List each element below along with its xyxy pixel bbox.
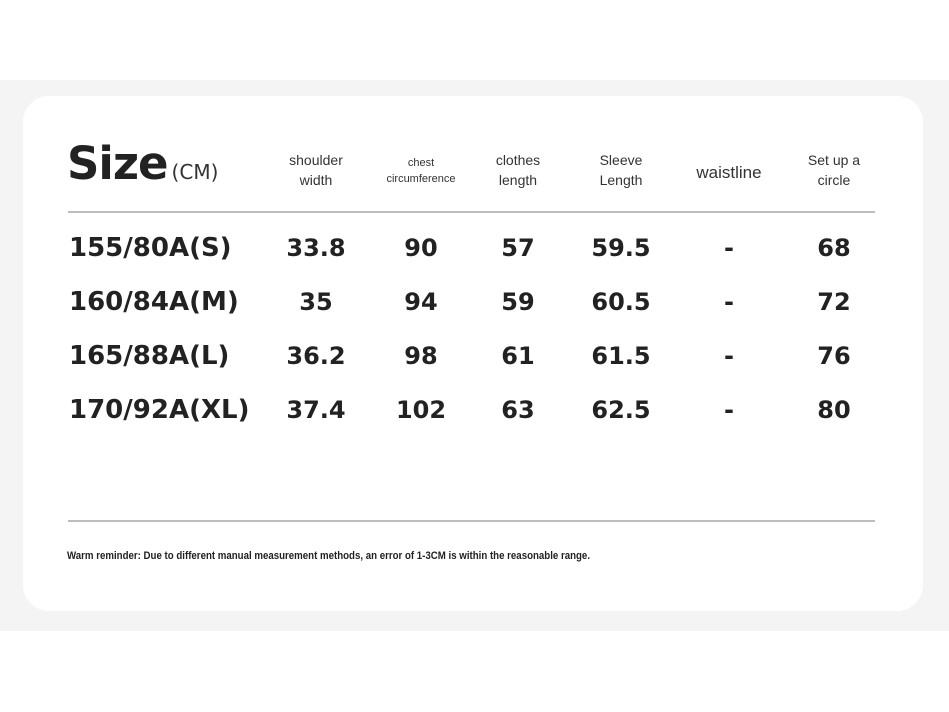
column-header: chest circumference: [386, 155, 455, 187]
table-cell: 59: [501, 288, 535, 316]
column-header: Set up a circle: [808, 150, 860, 190]
column-header-line: shoulder: [289, 152, 343, 168]
table-cell: 62.5: [591, 396, 651, 424]
column-header: waistline: [696, 163, 761, 183]
table-cell: 98: [404, 342, 438, 370]
table-cell: 36.2: [286, 342, 346, 370]
column-header: clothes length: [496, 150, 540, 190]
column-header-line: chest: [407, 157, 435, 169]
table-cell: 37.4: [286, 396, 346, 424]
table-cell: 61.5: [591, 342, 651, 370]
table-cell: 90: [404, 234, 438, 262]
column-header-line: width: [299, 172, 333, 188]
table-cell: 60.5: [591, 288, 651, 316]
table-cell: -: [724, 342, 734, 370]
table-cell: 68: [817, 234, 851, 262]
column-header-line: Sleeve: [599, 152, 643, 168]
table-cell: -: [724, 396, 734, 424]
table-cell: 80: [817, 396, 851, 424]
column-header: Sleeve Length: [600, 150, 643, 190]
title-main: Size: [67, 137, 169, 190]
warm-reminder-note: Warm reminder: Due to different manual m…: [67, 550, 591, 562]
size-label: 165/88A(L): [69, 341, 230, 371]
column-header-line: Set up a: [807, 152, 861, 168]
column-header-line: length: [498, 172, 538, 188]
column-header-line: clothes: [495, 152, 541, 168]
table-cell: 33.8: [286, 234, 346, 262]
header-divider: [68, 211, 875, 213]
size-chart-card: [23, 96, 923, 611]
table-cell: -: [724, 234, 734, 262]
table-cell: 57: [501, 234, 535, 262]
column-header-line: circle: [817, 172, 851, 188]
table-cell: 94: [404, 288, 438, 316]
size-label: 155/80A(S): [69, 233, 232, 263]
table-cell: 76: [817, 342, 851, 370]
table-cell: 61: [501, 342, 535, 370]
table-cell: 35: [299, 288, 333, 316]
table-cell: 102: [395, 396, 447, 424]
table-cell: 59.5: [591, 234, 651, 262]
column-header-line: circumference: [386, 173, 456, 185]
size-label: 160/84A(M): [69, 287, 239, 317]
table-cell: 63: [501, 396, 535, 424]
column-header-line: Length: [599, 172, 643, 188]
chart-title: Size (CM): [67, 137, 218, 190]
size-label: 170/92A(XL): [69, 395, 250, 425]
footer-divider: [68, 520, 875, 522]
table-cell: -: [724, 288, 734, 316]
table-cell: 72: [817, 288, 851, 316]
column-header: shoulder width: [289, 150, 343, 190]
column-header-line: waistline: [696, 163, 762, 182]
title-unit: (CM): [171, 160, 219, 184]
